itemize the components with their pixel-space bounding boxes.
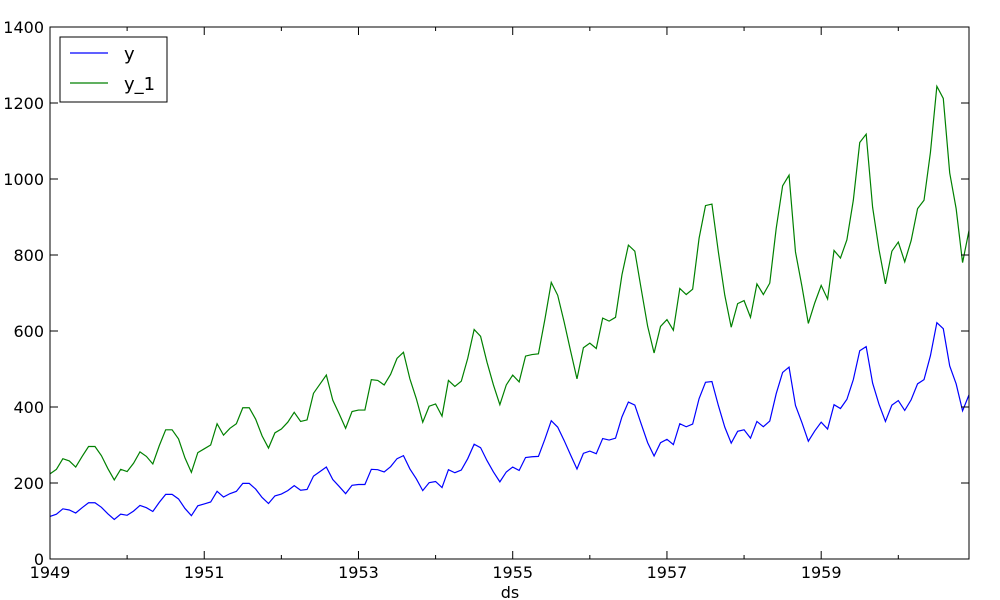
legend-label-y: y — [124, 44, 135, 65]
series-layer — [49, 84, 970, 521]
legend-box — [59, 36, 168, 103]
x-tick-label: 1957 — [647, 563, 688, 582]
y-tick-label: 1000 — [3, 170, 44, 189]
x-tick-label: 1959 — [801, 563, 842, 582]
y-tick-label: 800 — [13, 246, 44, 265]
x-tick-label: 1949 — [30, 563, 71, 582]
tick-layer: 0 200 400 600 800 1000 1200 1400 1949 1951 1953 195… — [3, 18, 969, 582]
legend: y y_1 — [59, 36, 168, 103]
y-tick-label: 400 — [13, 398, 44, 417]
plot-frame — [49, 26, 970, 560]
series-line-y-1 — [49, 84, 970, 482]
y-tick-label: 1200 — [3, 94, 44, 113]
x-tick-label: 1953 — [338, 563, 379, 582]
x-tick-label: 1955 — [492, 563, 533, 582]
y-tick-label: 1400 — [3, 18, 44, 37]
y-tick-label: 200 — [13, 474, 44, 493]
y-tick-label: 0 — [34, 550, 44, 569]
series-line-y — [49, 321, 970, 521]
x-axis-title: ds — [501, 583, 520, 600]
x-tick-label: 1951 — [184, 563, 225, 582]
legend-label-y_1: y_1 — [124, 74, 155, 95]
y-tick-label: 600 — [13, 322, 44, 341]
